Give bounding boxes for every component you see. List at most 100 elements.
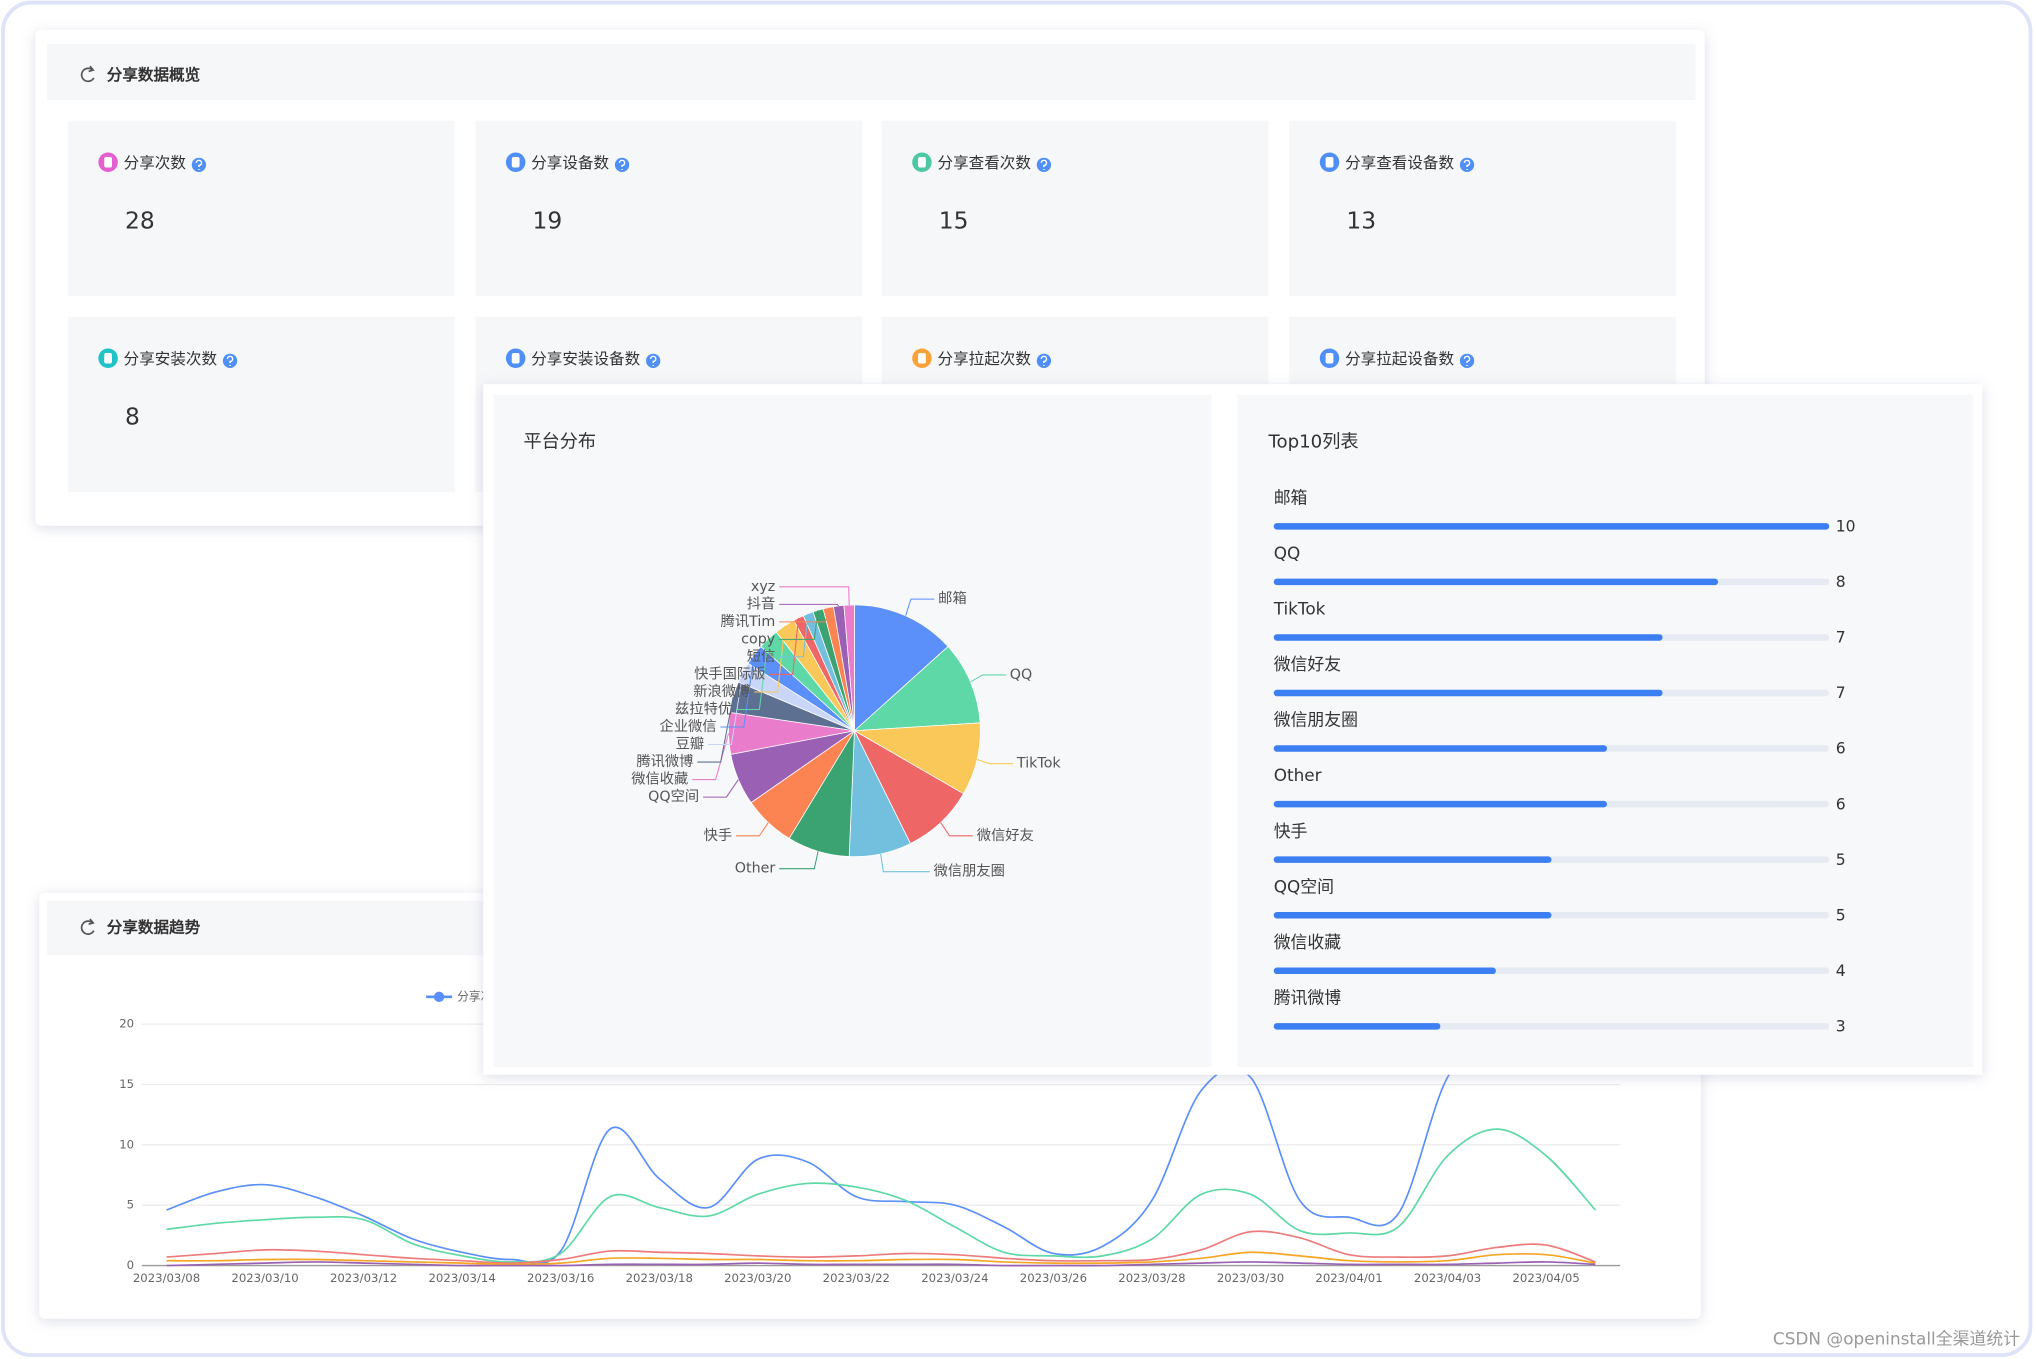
- pie-leader: [736, 638, 769, 710]
- top10-label: 快手: [1274, 821, 1308, 841]
- overview-title: 分享数据概览: [107, 65, 200, 84]
- bar-value: 3: [1836, 1017, 1846, 1035]
- refresh-icon: [80, 65, 95, 83]
- bar: [1273, 967, 1496, 975]
- stat-icon-glyph: [918, 353, 926, 364]
- stat-icon-glyph: [104, 353, 112, 364]
- pie-label: TikTok: [1016, 756, 1062, 772]
- top10-title: Top10列表: [1268, 432, 1359, 453]
- stat-icon-glyph: [1325, 157, 1334, 168]
- pie-leader: [779, 851, 819, 870]
- bar: [1273, 856, 1552, 863]
- series-line: [166, 1034, 1596, 1265]
- pie-leader: [736, 822, 769, 837]
- help-glyph: [1040, 159, 1048, 171]
- pie-leader: [976, 759, 1014, 765]
- top10-label: 微信收藏: [1274, 932, 1342, 952]
- pie-label: 快手国际版: [694, 665, 765, 682]
- help-glyph: [226, 355, 234, 367]
- pie-leader: [720, 654, 755, 728]
- pie-leader: [754, 625, 786, 693]
- pie-label: 腾讯微博: [636, 753, 693, 770]
- x-tick-label: 2023/04/03: [1414, 1271, 1481, 1285]
- x-tick-label: 2023/03/10: [231, 1271, 298, 1285]
- series-line: [166, 1261, 1596, 1267]
- x-tick-label: 2023/03/14: [429, 1271, 496, 1285]
- pie-leader: [692, 733, 730, 781]
- pie-leader: [697, 696, 734, 763]
- top10-label: QQ: [1274, 543, 1301, 563]
- pie-leader: [779, 607, 829, 623]
- x-tick-label: 2023/03/12: [330, 1271, 397, 1285]
- bar-value: 7: [1836, 684, 1846, 702]
- top10-panel: [1237, 394, 1974, 1067]
- bar-value: 5: [1836, 851, 1846, 869]
- pie-label: QQ: [1010, 667, 1032, 683]
- pie-label: 微信收藏: [631, 771, 688, 788]
- series-line: [166, 1251, 1596, 1266]
- pie-leader: [880, 853, 930, 873]
- stat-card: [67, 316, 455, 492]
- stat-value: 28: [125, 206, 155, 234]
- overview-header: [47, 44, 1696, 100]
- pie-title: 平台分布: [523, 432, 596, 453]
- legend-marker: [433, 991, 445, 1003]
- pie-leader: [905, 598, 935, 616]
- pie-label: Other: [735, 861, 776, 877]
- pie-label: 抖音: [747, 595, 776, 612]
- x-tick-label: 2023/03/20: [724, 1271, 791, 1285]
- bar-value: 10: [1836, 517, 1856, 535]
- help-glyph: [1463, 159, 1471, 171]
- top10-label: Other: [1274, 765, 1322, 785]
- help-glyph: [195, 159, 203, 171]
- stat-label: 分享查看设备数: [1345, 154, 1454, 172]
- help-glyph: [1040, 355, 1048, 367]
- x-tick-label: 2023/03/24: [921, 1271, 988, 1285]
- x-tick-label: 2023/03/16: [527, 1271, 594, 1285]
- stat-label: 分享查看次数: [938, 154, 1032, 172]
- x-tick-label: 2023/03/26: [1020, 1271, 1087, 1285]
- pie-label: 短信: [747, 648, 776, 665]
- pie-leader: [779, 610, 819, 640]
- stat-value: 13: [1346, 206, 1376, 234]
- y-tick-label: 20: [119, 1017, 134, 1031]
- top10-label: 邮箱: [1274, 487, 1308, 507]
- stat-card: [881, 120, 1269, 296]
- plot-area: [166, 1034, 1597, 1267]
- bar: [1273, 689, 1663, 697]
- stat-icon-glyph: [511, 157, 520, 168]
- trend-title: 分享数据趋势: [107, 918, 201, 937]
- stat-icon-glyph: [918, 157, 926, 168]
- x-tick-label: 2023/04/01: [1315, 1271, 1382, 1285]
- series-line: [166, 1230, 1596, 1264]
- bar: [1273, 911, 1552, 919]
- stat-icon-glyph: [511, 353, 520, 364]
- bar-value: 5: [1836, 906, 1846, 924]
- bar-value: 4: [1836, 962, 1846, 980]
- bar-value: 6: [1836, 795, 1846, 813]
- pie-label: 邮箱: [938, 590, 967, 607]
- stat-value: 19: [533, 206, 563, 234]
- pie-leader: [940, 822, 973, 837]
- stat-label: 分享拉起次数: [938, 350, 1032, 368]
- pie-label: 企业微信: [660, 717, 717, 735]
- top10-label: 微信好友: [1274, 654, 1342, 674]
- pie-label: 新浪微博: [693, 683, 750, 700]
- pie-label: xyz: [751, 579, 775, 595]
- stat-card: [475, 120, 863, 296]
- pie-leader: [708, 672, 744, 746]
- y-tick-label: 10: [119, 1137, 134, 1151]
- x-tick-label: 2023/03/08: [133, 1271, 200, 1285]
- stat-card: [1289, 120, 1677, 296]
- x-tick-label: 2023/03/30: [1217, 1271, 1284, 1285]
- help-glyph: [618, 159, 626, 171]
- stat-label: 分享拉起设备数: [1345, 350, 1454, 368]
- pie-leader: [970, 674, 1006, 683]
- stat-value: 15: [939, 206, 969, 234]
- bar: [1273, 578, 1719, 586]
- pie-label: 豆瓣: [676, 736, 705, 753]
- bar-value: 7: [1836, 629, 1846, 647]
- pie-label: 微信朋友圈: [934, 863, 1005, 880]
